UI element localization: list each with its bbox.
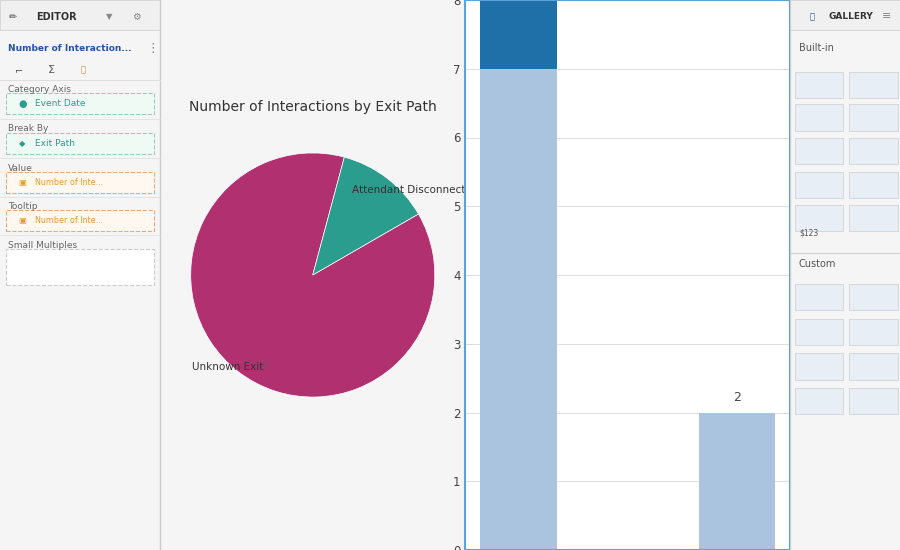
Text: GALLERY: GALLERY — [828, 12, 873, 21]
Text: ●: ● — [18, 99, 27, 109]
FancyBboxPatch shape — [0, 0, 160, 30]
FancyBboxPatch shape — [795, 388, 843, 414]
FancyBboxPatch shape — [795, 104, 843, 131]
FancyBboxPatch shape — [795, 319, 843, 345]
FancyBboxPatch shape — [795, 353, 843, 380]
FancyBboxPatch shape — [795, 172, 843, 198]
FancyBboxPatch shape — [795, 284, 843, 310]
FancyBboxPatch shape — [6, 210, 154, 231]
Text: Attendant Disconnect: Attendant Disconnect — [353, 185, 466, 195]
Text: Tooltip: Tooltip — [8, 202, 38, 211]
Text: ▣: ▣ — [19, 178, 26, 186]
Text: EDITOR: EDITOR — [36, 12, 76, 21]
Text: ◆: ◆ — [19, 139, 26, 148]
Text: Built-in: Built-in — [799, 43, 834, 53]
Text: ✏: ✏ — [9, 12, 17, 21]
Text: Exit Path: Exit Path — [35, 139, 76, 148]
FancyBboxPatch shape — [795, 205, 843, 231]
FancyBboxPatch shape — [850, 284, 898, 310]
Text: Unknown Exit: Unknown Exit — [192, 361, 263, 372]
FancyBboxPatch shape — [6, 172, 154, 192]
Text: Custom: Custom — [799, 259, 836, 269]
Text: ⌐: ⌐ — [15, 65, 23, 75]
FancyBboxPatch shape — [850, 205, 898, 231]
Text: ⚙: ⚙ — [131, 12, 140, 21]
FancyBboxPatch shape — [850, 138, 898, 164]
Text: ⋮: ⋮ — [146, 42, 158, 55]
Text: ≡: ≡ — [882, 12, 892, 21]
FancyBboxPatch shape — [6, 249, 154, 285]
Text: Σ: Σ — [48, 65, 55, 75]
Text: Number of Inte...: Number of Inte... — [35, 178, 104, 186]
FancyBboxPatch shape — [790, 0, 900, 30]
Text: Number of Interaction...: Number of Interaction... — [8, 44, 131, 53]
FancyBboxPatch shape — [850, 319, 898, 345]
Text: Event Date: Event Date — [35, 100, 86, 108]
FancyBboxPatch shape — [795, 72, 843, 98]
FancyBboxPatch shape — [850, 353, 898, 380]
Text: ▣: ▣ — [19, 216, 26, 225]
Text: Small Multiples: Small Multiples — [8, 241, 77, 250]
FancyBboxPatch shape — [850, 172, 898, 198]
Bar — [480, 69, 556, 550]
Title: Number of Interactions by Exit Path: Number of Interactions by Exit Path — [189, 100, 436, 114]
Text: Number of Inte...: Number of Inte... — [35, 216, 104, 225]
Text: $123: $123 — [799, 228, 818, 237]
FancyBboxPatch shape — [850, 72, 898, 98]
FancyBboxPatch shape — [850, 104, 898, 131]
Wedge shape — [313, 157, 418, 275]
Wedge shape — [191, 153, 435, 397]
FancyBboxPatch shape — [850, 388, 898, 414]
Text: 2: 2 — [734, 391, 741, 404]
Text: Category Axis: Category Axis — [8, 85, 71, 94]
Bar — [699, 412, 776, 550]
FancyBboxPatch shape — [795, 138, 843, 164]
Text: 🖊: 🖊 — [81, 65, 86, 74]
FancyBboxPatch shape — [6, 94, 154, 114]
Text: 📊: 📊 — [810, 12, 814, 21]
Text: Value: Value — [8, 164, 33, 173]
FancyBboxPatch shape — [6, 133, 154, 154]
Text: ▼: ▼ — [105, 12, 112, 21]
Text: Break By: Break By — [8, 124, 49, 133]
Bar — [480, 0, 556, 69]
